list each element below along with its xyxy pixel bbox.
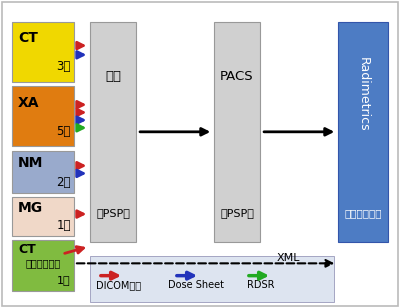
- Text: MG: MG: [18, 201, 43, 215]
- Text: Dose Sheet: Dose Sheet: [168, 280, 224, 290]
- FancyBboxPatch shape: [12, 86, 74, 146]
- FancyBboxPatch shape: [12, 22, 74, 82]
- FancyBboxPatch shape: [214, 22, 260, 242]
- Text: インジェクタ: インジェクタ: [25, 259, 61, 269]
- FancyBboxPatch shape: [90, 22, 136, 242]
- Text: CT: CT: [18, 31, 38, 45]
- FancyBboxPatch shape: [338, 22, 388, 242]
- Text: 検像: 検像: [105, 70, 121, 83]
- Text: CT: CT: [18, 243, 36, 256]
- FancyBboxPatch shape: [12, 240, 74, 291]
- FancyBboxPatch shape: [12, 197, 74, 236]
- Text: 3台: 3台: [56, 60, 71, 73]
- Text: NM: NM: [18, 156, 43, 170]
- Text: 1台: 1台: [57, 275, 71, 285]
- Text: Radimetrics: Radimetrics: [356, 57, 370, 132]
- Text: （PSP）: （PSP）: [96, 208, 130, 218]
- Text: 1台: 1台: [56, 220, 71, 233]
- Text: 5台: 5台: [56, 125, 71, 138]
- Text: PACS: PACS: [220, 70, 254, 83]
- Text: RDSR: RDSR: [247, 280, 275, 290]
- FancyBboxPatch shape: [90, 256, 334, 302]
- Text: （PSP）: （PSP）: [220, 208, 254, 218]
- Text: XA: XA: [18, 96, 40, 110]
- FancyBboxPatch shape: [12, 151, 74, 192]
- Text: 2台: 2台: [56, 176, 71, 188]
- Text: XML: XML: [276, 253, 300, 263]
- Text: DICOM画像: DICOM画像: [96, 280, 141, 290]
- Text: （バイエル）: （バイエル）: [344, 208, 382, 218]
